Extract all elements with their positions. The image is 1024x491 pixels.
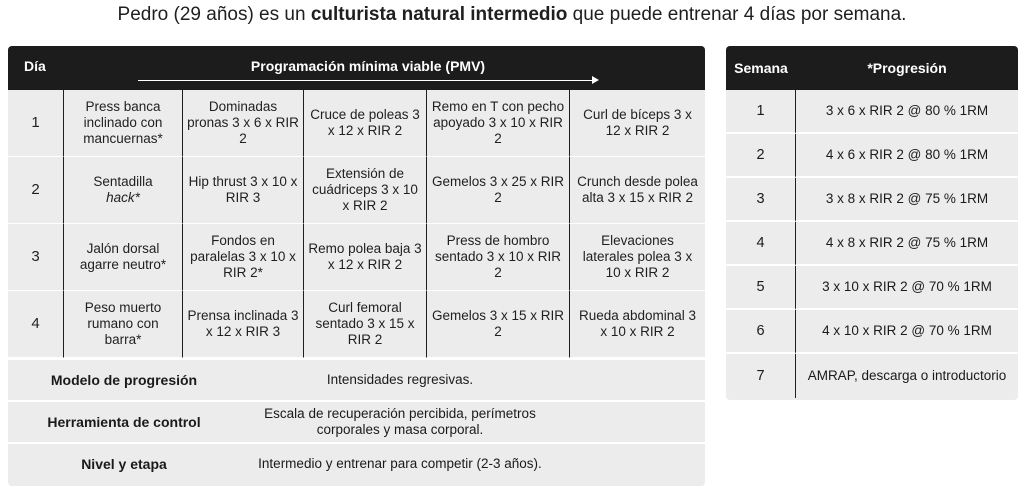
info-value: Intensidades regresivas. — [326, 372, 474, 387]
exercise-cell: Fondos en paralelas 3 x 10 x RIR 2* — [183, 224, 304, 291]
week-cell: 1 — [726, 90, 796, 134]
progression-cell: 3 x 10 x RIR 2 @ 70 % 1RM — [796, 266, 1018, 310]
exercise-cell: Extensión de cuádriceps 3 x 10 x RIR 2 — [304, 157, 427, 224]
exercise-cell: Press banca inclinado con mancuernas* — [64, 90, 183, 157]
progression-cell: 3 x 8 x RIR 2 @ 75 % 1RM — [796, 178, 1018, 222]
header-pmv: Programación mínima viable (PMV) — [250, 58, 486, 74]
exercise-cell: Remo en T con pecho apoyado 3 x 10 x RIR… — [427, 90, 570, 157]
headline-pre: Pedro (29 años) es un — [117, 4, 311, 25]
info-label: Modelo de progresión — [50, 372, 198, 388]
exercise-cell: Jalón dorsal agarre neutro* — [64, 224, 183, 291]
info-row-level: Nivel y etapa Intermedio y entrenar para… — [8, 442, 705, 486]
headline-post: que puede entrenar 4 días por semana. — [567, 4, 907, 25]
header-dia: Día — [24, 58, 46, 74]
exercise-name: Sentadilla — [93, 174, 153, 189]
exercise-cell: Curl femoral sentado 3 x 15 x RIR 2 — [304, 291, 427, 358]
progression-cell: 4 x 8 x RIR 2 @ 75 % 1RM — [796, 222, 1018, 266]
exercise-cell: Curl de bíceps 3 x 12 x RIR 2 — [570, 90, 705, 157]
day-cell: 2 — [8, 157, 64, 224]
exercise-cell: Hip thrust 3 x 10 x RIR 3 — [183, 157, 304, 224]
day-cell: 4 — [8, 291, 64, 358]
exercise-cell: Press de hombro sentado 3 x 10 x RIR 2 — [427, 224, 570, 291]
info-label: Herramienta de control — [47, 414, 201, 430]
info-label: Nivel y etapa — [81, 456, 167, 472]
pmv-grid: 1 Press banca inclinado con mancuernas* … — [8, 90, 705, 358]
exercise-cell: Sentadilla hack* — [64, 157, 183, 224]
info-value: Escala de recuperación percibida, períme… — [264, 406, 536, 437]
header-semana: Semana — [734, 60, 788, 76]
progression-cell: 3 x 6 x RIR 2 @ 80 % 1RM — [796, 90, 1018, 134]
week-cell: 6 — [726, 310, 796, 354]
exercise-cell: Prensa inclinada 3 x 12 x RIR 3 — [183, 291, 304, 358]
exercise-cell: Cruce de poleas 3 x 12 x RIR 2 — [304, 90, 427, 157]
day-cell: 1 — [8, 90, 64, 157]
exercise-variant: hack* — [106, 190, 140, 205]
pmv-table-header: Día Programación mínima viable (PMV) — [8, 46, 705, 90]
pmv-table: Día Programación mínima viable (PMV) 1 P… — [8, 46, 705, 486]
exercise-cell: Remo polea baja 3 x 12 x RIR 2 — [304, 224, 427, 291]
arrow-icon — [138, 76, 599, 84]
week-cell: 5 — [726, 266, 796, 310]
progression-table: Semana *Progresión 1 3 x 6 x RIR 2 @ 80 … — [726, 46, 1018, 400]
progression-cell: AMRAP, descarga o introductorio — [807, 368, 1007, 383]
exercise-cell: Dominadas pronas 3 x 6 x RIR 2 — [183, 90, 304, 157]
day-cell: 3 — [8, 224, 64, 291]
exercise-cell: Elevaciones laterales polea 3 x 10 x RIR… — [570, 224, 705, 291]
week-cell: 7 — [726, 354, 796, 398]
exercise-cell: Rueda abdominal 3 x 10 x RIR 2 — [570, 291, 705, 358]
header-progresion: *Progresión — [867, 60, 947, 76]
info-row-control: Herramienta de control Escala de recuper… — [8, 400, 705, 442]
progression-grid: 1 3 x 6 x RIR 2 @ 80 % 1RM 2 4 x 6 x RIR… — [726, 90, 1018, 398]
exercise-cell: Peso muerto rumano con barra* — [64, 291, 183, 358]
exercise-cell: Gemelos 3 x 25 x RIR 2 — [427, 157, 570, 224]
info-value: Intermedio y entrenar para competir (2-3… — [258, 456, 542, 471]
headline-bold: culturista natural intermedio — [310, 4, 568, 25]
progression-table-header: Semana *Progresión — [726, 46, 1018, 90]
info-row-progression: Modelo de progresión Intensidades regres… — [8, 358, 705, 400]
progression-cell: 4 x 10 x RIR 2 @ 70 % 1RM — [796, 310, 1018, 354]
page-headline: Pedro (29 años) es un culturista natural… — [0, 4, 1024, 26]
week-cell: 2 — [726, 134, 796, 178]
week-cell: 3 — [726, 178, 796, 222]
progression-cell: 4 x 6 x RIR 2 @ 80 % 1RM — [796, 134, 1018, 178]
week-cell: 4 — [726, 222, 796, 266]
exercise-cell: Gemelos 3 x 15 x RIR 2 — [427, 291, 570, 358]
exercise-cell: Crunch desde polea alta 3 x 15 x RIR 2 — [570, 157, 705, 224]
